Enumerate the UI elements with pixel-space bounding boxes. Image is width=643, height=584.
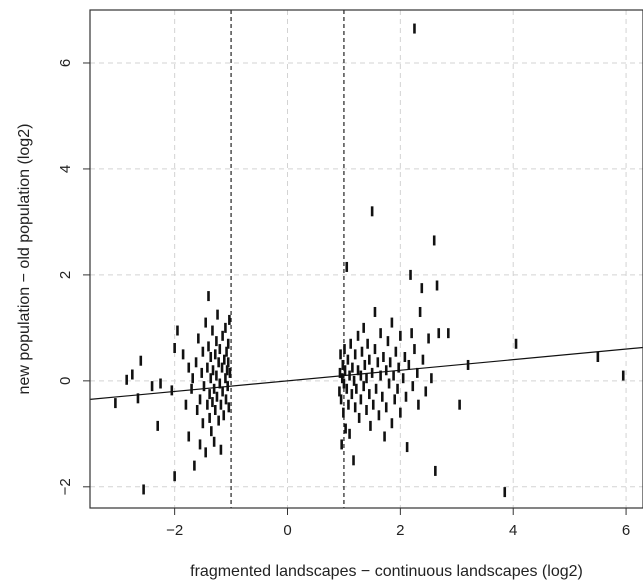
y-tick-label: 0 [57,377,74,385]
x-tick-label: 6 [622,522,630,539]
y-axis-ticks: −2 0 2 4 6 [57,59,90,495]
x-tick-label: 4 [509,522,517,539]
y-axis-label: new population − old population (log2) [16,124,33,395]
plot-frame [89,9,643,509]
y-tick-label: 4 [57,165,74,173]
threshold-lines [230,10,345,508]
x-axis-ticks: −2 0 2 4 6 [166,508,630,539]
regression-line-group [89,346,643,400]
x-axis-label: fragmented landscapes − continuous lands… [190,563,583,580]
x-tick-label: −2 [166,522,183,539]
y-tick-label: −2 [57,478,74,495]
x-tick-label: 2 [396,522,404,539]
y-tick-label: 2 [57,271,74,279]
x-tick-label: 0 [283,522,291,539]
y-tick-label: 6 [57,59,74,67]
regression-line [89,346,643,400]
grid-lines [90,10,643,508]
data-points [114,23,625,498]
